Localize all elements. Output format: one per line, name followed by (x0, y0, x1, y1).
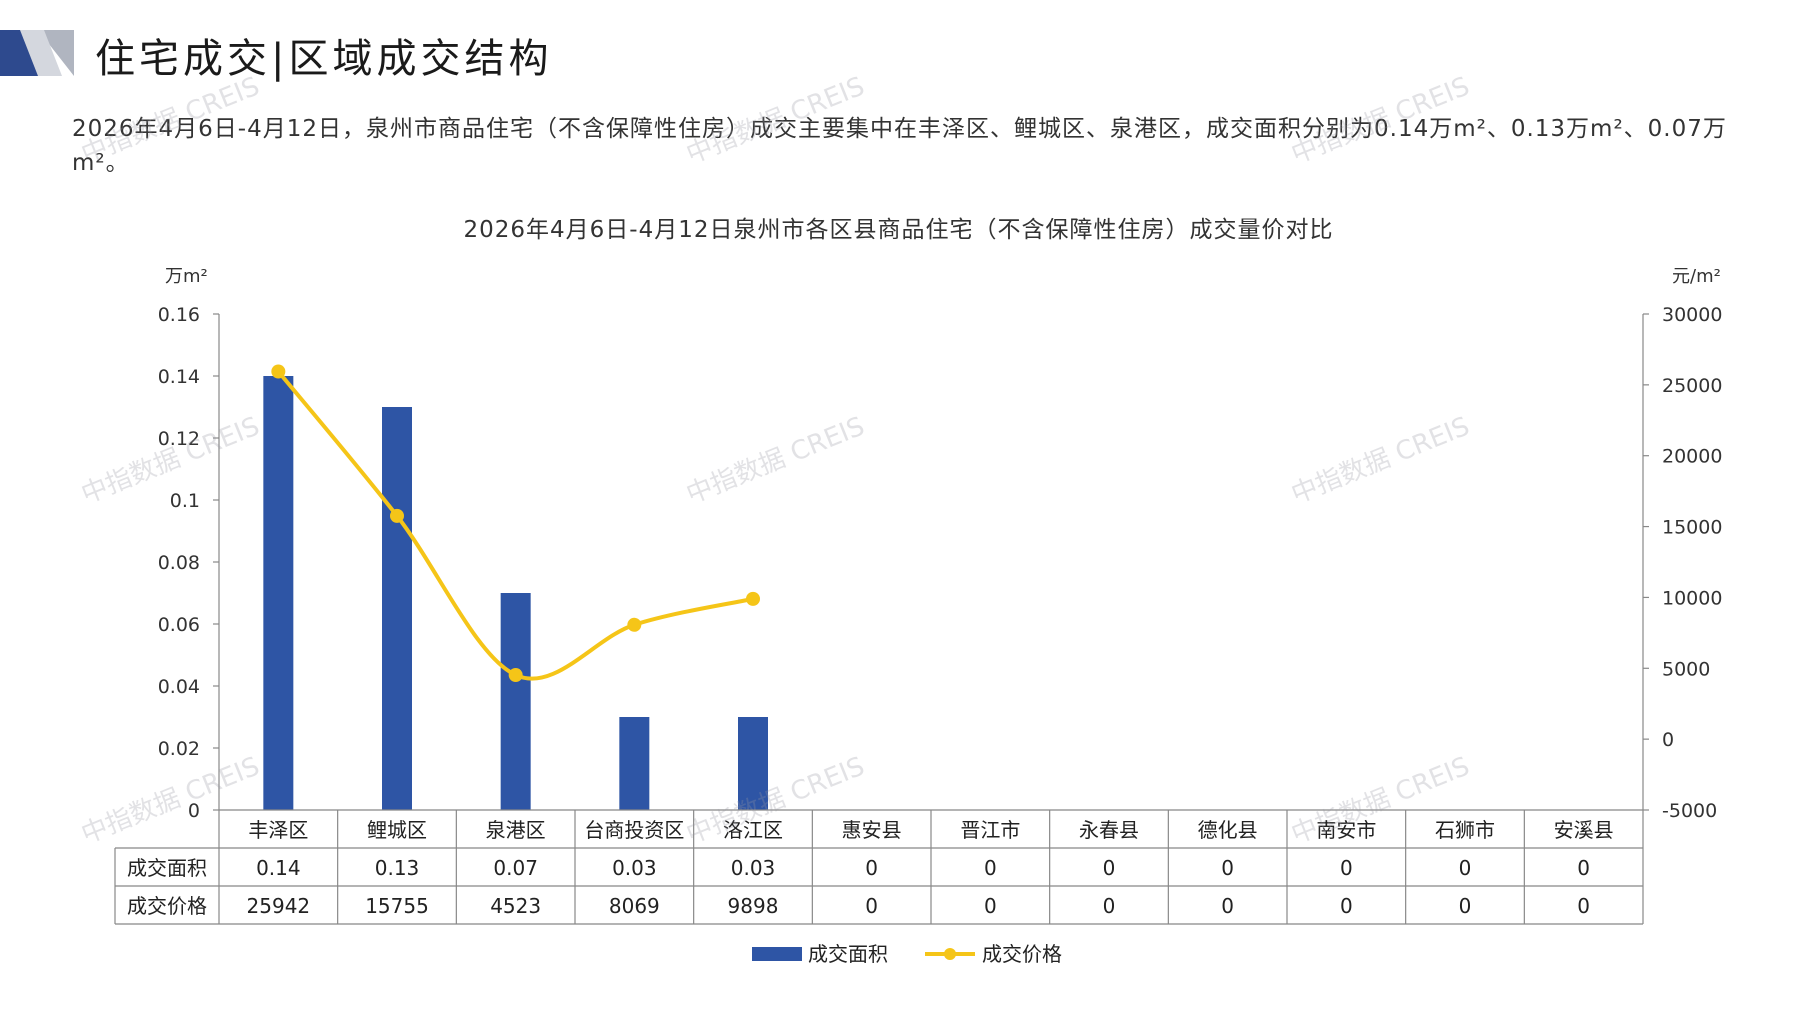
y-right-tick-label: 10000 (1662, 587, 1722, 609)
table-row-header: 成交面积 (127, 856, 207, 880)
x-tick-label: 鲤城区 (367, 818, 427, 842)
table-cell-price: 0 (1459, 894, 1472, 918)
x-tick-label: 晋江市 (960, 818, 1020, 842)
x-tick-label: 石狮市 (1435, 818, 1495, 842)
table-cell-area: 0 (1221, 856, 1234, 880)
price-point-2 (390, 508, 404, 523)
y-right-tick-label: 30000 (1662, 304, 1722, 326)
x-tick-label: 丰泽区 (248, 818, 308, 842)
y-left-tick-label: 0 (188, 800, 200, 822)
table-cell-area: 0 (1459, 856, 1472, 880)
price-point-4 (627, 617, 642, 632)
table-cell-price: 15755 (365, 894, 429, 918)
table-cell-area: 0 (865, 856, 878, 880)
price-point-3 (508, 668, 523, 683)
table-cell-area: 0.13 (375, 856, 420, 880)
x-tick-label: 安溪县 (1554, 818, 1614, 842)
bar-5 (738, 717, 768, 810)
y-left-axis-unit: 万m² (165, 266, 208, 287)
page-title: 住宅成交|区域成交结构 (95, 36, 553, 82)
y-right-tick-label: 0 (1662, 729, 1674, 751)
table-cell-price: 0 (1103, 894, 1116, 918)
y-left-tick-label: 0.16 (158, 304, 200, 326)
legend-line-label: 成交价格 (982, 942, 1062, 966)
y-left-tick-label: 0.06 (158, 614, 200, 636)
bar-2 (382, 407, 412, 810)
y-right-axis-unit: 元/m² (1672, 266, 1721, 287)
y-right-tick-label: 5000 (1662, 658, 1710, 680)
y-left-tick-label: 0.1 (170, 490, 200, 512)
y-right-tick-label: 25000 (1662, 375, 1722, 397)
table-cell-area: 0 (984, 856, 997, 880)
table-row-header: 成交价格 (127, 894, 207, 918)
price-line (276, 370, 754, 681)
y-right-tick-label: 20000 (1662, 446, 1722, 468)
table-cell-area: 0 (1340, 856, 1353, 880)
y-left-tick-label: 0.14 (158, 366, 200, 388)
summary-text: 2026年4月6日-4月12日，泉州市商品住宅（不含保障性住房）成交主要集中在丰… (72, 116, 1727, 176)
table-cell-area: 0 (1103, 856, 1116, 880)
table-cell-price: 0 (1221, 894, 1234, 918)
y-right-tick-label: -5000 (1662, 800, 1717, 822)
table-cell-price: 8069 (609, 894, 660, 918)
y-left-tick-label: 0.12 (158, 428, 200, 450)
bar-4 (619, 717, 650, 810)
table-cell-area: 0.03 (612, 856, 657, 880)
table-cell-price: 0 (984, 894, 997, 918)
table-cell-price: 0 (1577, 894, 1590, 918)
price-point-1 (271, 364, 286, 379)
header: 住宅成交|区域成交结构 (0, 22, 1797, 82)
x-tick-label: 南安市 (1316, 818, 1376, 842)
table-cell-price: 9898 (728, 894, 779, 918)
chart-title: 2026年4月6日-4月12日泉州市各区县商品住宅（不含保障性住房）成交量价对比 (463, 217, 1334, 243)
legend-line-marker (944, 948, 956, 960)
table-cell-area: 0.07 (493, 856, 538, 880)
x-tick-label: 台商投资区 (584, 818, 684, 842)
table-cell-price: 0 (1340, 894, 1353, 918)
table-cell-price: 0 (865, 894, 878, 918)
table-cell-price: 25942 (247, 894, 311, 918)
y-left-tick-label: 0.08 (158, 552, 200, 574)
y-left-tick-label: 0.04 (158, 676, 200, 698)
y-left-tick-label: 0.02 (158, 738, 200, 760)
table-cell-area: 0.03 (731, 856, 776, 880)
table-cell-area: 0.14 (256, 856, 301, 880)
x-tick-label: 泉港区 (486, 818, 546, 842)
x-tick-label: 德化县 (1198, 818, 1258, 842)
legend-bar-label: 成交面积 (808, 942, 888, 966)
bar-1 (263, 376, 294, 810)
price-point-5 (746, 591, 760, 606)
bar-3 (500, 593, 531, 810)
legend-bar-swatch (752, 947, 802, 961)
table-cell-area: 0 (1577, 856, 1590, 880)
x-tick-label: 惠安县 (842, 818, 902, 842)
x-tick-label: 永春县 (1079, 818, 1139, 842)
y-right-tick-label: 15000 (1662, 517, 1722, 539)
table-cell-price: 4523 (490, 894, 541, 918)
x-tick-label: 洛江区 (723, 818, 783, 842)
header-logo-icon (0, 30, 74, 76)
